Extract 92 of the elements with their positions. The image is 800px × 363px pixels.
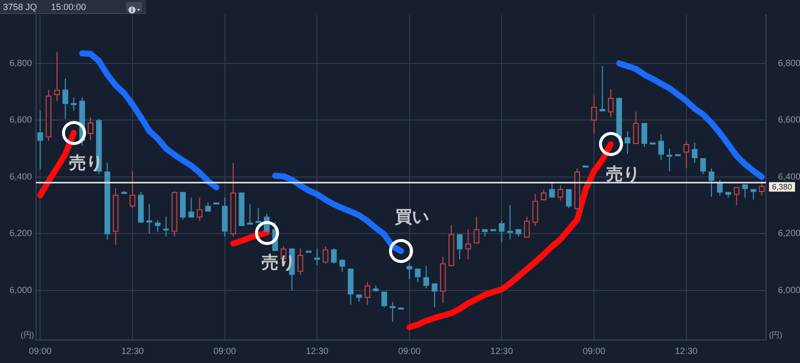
chart-title: 3758 JQ xyxy=(3,2,38,12)
candlestick xyxy=(692,142,698,164)
candlestick xyxy=(364,281,370,306)
candlestick xyxy=(608,88,614,118)
x-tick-label: 12:30 xyxy=(675,346,698,356)
candlestick xyxy=(624,130,630,155)
y2-tick-label: 6,200 xyxy=(778,228,800,238)
candlestick xyxy=(540,189,546,200)
candlestick xyxy=(297,248,304,276)
candlestick xyxy=(532,193,538,227)
x-tick-label: 09:00 xyxy=(582,346,606,356)
x-tick-label: 09:00 xyxy=(214,346,236,356)
annotation: 買い xyxy=(394,207,429,228)
annotation: 売り xyxy=(606,164,640,185)
candlestick xyxy=(138,191,144,223)
candlestick xyxy=(390,301,396,322)
candlestick xyxy=(633,111,639,144)
candlestick xyxy=(121,190,127,194)
candlestick xyxy=(130,170,136,209)
candlestick xyxy=(750,189,756,200)
y2-tick-label: 6,600 xyxy=(778,114,800,125)
candlestick xyxy=(112,188,119,246)
candlestick xyxy=(591,94,597,134)
candlestick xyxy=(356,294,362,302)
candlestick xyxy=(54,51,60,102)
y2-tick-label: 6,400 xyxy=(778,171,800,182)
candlestick xyxy=(498,220,505,243)
candlestick xyxy=(448,224,454,266)
ref-line-label: 6,380 xyxy=(772,182,793,192)
candlestick xyxy=(104,162,110,240)
candlestick xyxy=(456,234,463,260)
candlestick xyxy=(238,192,244,226)
candlestick xyxy=(230,162,236,238)
x-tick-label: 12:30 xyxy=(306,346,328,356)
candlestick xyxy=(406,263,412,280)
candlestick xyxy=(256,208,262,223)
candlestick xyxy=(188,197,194,218)
candlestick xyxy=(423,266,430,289)
x-tick-label: 09:00 xyxy=(28,346,52,356)
candlestick xyxy=(88,116,94,140)
candlestick xyxy=(154,220,161,232)
candlestick xyxy=(666,148,672,172)
y-tick-label: 6,600 xyxy=(9,114,32,125)
y-tick-label: 6,800 xyxy=(9,58,32,68)
candlestick xyxy=(641,122,648,148)
candlestick xyxy=(331,248,337,264)
candlestick xyxy=(172,190,178,238)
candlestick xyxy=(734,186,740,206)
candlestick xyxy=(180,192,186,220)
y-axis-title: (円) xyxy=(20,330,34,340)
x-tick-label: 12:30 xyxy=(121,346,144,356)
candlestick xyxy=(465,228,471,260)
candlestick xyxy=(507,204,513,240)
candlestick xyxy=(432,283,438,308)
candlestick xyxy=(62,78,68,120)
candlestick xyxy=(46,89,52,142)
candlestick xyxy=(725,192,732,198)
candlestick xyxy=(381,292,388,308)
candlestick xyxy=(322,246,328,264)
y-tick-label: 6,200 xyxy=(9,228,32,238)
x-tick-label: 12:30 xyxy=(490,346,513,356)
candlestick xyxy=(558,184,564,202)
x-tick-label: 09:00 xyxy=(398,346,421,356)
candlestick xyxy=(482,229,488,238)
candlestick xyxy=(196,197,202,222)
candlestick xyxy=(348,268,354,306)
candlestick xyxy=(700,158,706,175)
y-tick-label: 6,400 xyxy=(9,171,32,182)
y-tick-label: 6,000 xyxy=(9,284,32,295)
y2-tick-label: 6,800 xyxy=(778,58,800,68)
candlestick xyxy=(524,216,530,238)
candlestick xyxy=(414,268,421,282)
candlestick xyxy=(372,284,379,292)
candlestick xyxy=(163,216,169,238)
candlestick xyxy=(600,66,606,112)
candlestick xyxy=(708,168,714,198)
candlestick xyxy=(314,248,320,266)
candlestick xyxy=(440,256,446,304)
candlestick xyxy=(222,197,228,238)
candlestick xyxy=(658,134,664,160)
candlestick xyxy=(205,202,211,212)
candlestick xyxy=(339,260,346,273)
candlestick xyxy=(37,110,44,170)
candlestick xyxy=(742,184,748,198)
y2-tick-label: 6,000 xyxy=(778,284,800,295)
candlestick xyxy=(683,140,690,169)
candlestick xyxy=(70,96,77,112)
candlestick xyxy=(247,203,253,225)
chart-subtitle: 15:00:00 xyxy=(51,2,86,12)
candlestick xyxy=(474,216,480,244)
candlestick xyxy=(574,168,580,210)
y2-axis-title: (円) xyxy=(769,330,783,340)
